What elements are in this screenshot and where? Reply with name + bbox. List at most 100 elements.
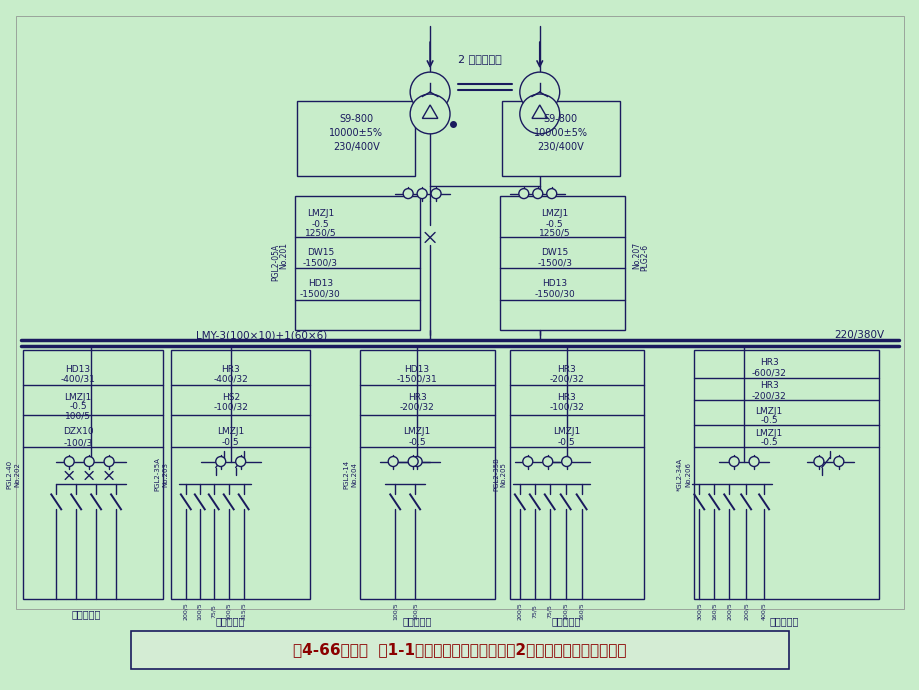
Text: 1250/5: 1250/5 — [539, 229, 570, 238]
Text: LMZJ1: LMZJ1 — [217, 427, 244, 436]
Text: No.207: No.207 — [631, 241, 641, 269]
Text: 160/5: 160/5 — [711, 602, 716, 620]
Text: -0.5: -0.5 — [545, 220, 563, 229]
Circle shape — [416, 188, 426, 199]
Text: -1500/30: -1500/30 — [534, 290, 574, 299]
Text: HR3: HR3 — [557, 393, 575, 402]
Text: 160/5: 160/5 — [578, 602, 584, 620]
Text: 低压动力线: 低压动力线 — [216, 616, 245, 626]
Text: -200/32: -200/32 — [400, 402, 434, 411]
Text: HR3: HR3 — [557, 366, 575, 375]
Text: -400/31: -400/31 — [61, 375, 96, 384]
Text: -100/32: -100/32 — [549, 402, 584, 411]
Circle shape — [64, 457, 74, 466]
Text: S9-800: S9-800 — [339, 114, 373, 124]
Text: HD13: HD13 — [404, 366, 429, 375]
Text: 10000±5%: 10000±5% — [329, 128, 383, 138]
Text: -100/3: -100/3 — [63, 438, 93, 447]
Text: 低压照明线: 低压照明线 — [72, 609, 101, 619]
Circle shape — [388, 457, 398, 466]
Text: -0.5: -0.5 — [557, 438, 575, 447]
Bar — [295, 195, 420, 330]
Text: No.204: No.204 — [351, 462, 357, 487]
Text: PGL2-14: PGL2-14 — [343, 460, 349, 489]
Bar — [509, 350, 643, 599]
Text: *GL2-34A: *GL2-34A — [676, 458, 683, 491]
Text: HR3: HR3 — [407, 393, 426, 402]
Circle shape — [412, 457, 422, 466]
Text: LMZJ1: LMZJ1 — [64, 393, 92, 402]
Text: HD13: HD13 — [308, 279, 333, 288]
Text: -100/32: -100/32 — [213, 402, 248, 411]
Text: PGL2-35A: PGL2-35A — [153, 457, 160, 491]
Circle shape — [748, 457, 758, 466]
Bar — [694, 350, 878, 599]
Text: -400/32: -400/32 — [213, 375, 248, 384]
Text: 100/5: 100/5 — [413, 602, 417, 620]
Text: -200/32: -200/32 — [549, 375, 584, 384]
Text: LMY-3(100×10)+1(60×6): LMY-3(100×10)+1(60×6) — [196, 330, 326, 340]
Text: No.205: No.205 — [500, 462, 506, 487]
Text: 低压动力线: 低压动力线 — [551, 616, 581, 626]
Circle shape — [410, 94, 449, 134]
Text: DW15: DW15 — [540, 248, 568, 257]
Circle shape — [542, 457, 552, 466]
Bar — [502, 101, 618, 176]
Text: LMZJ1: LMZJ1 — [552, 427, 580, 436]
Circle shape — [431, 188, 440, 199]
Bar — [17, 17, 902, 609]
Text: LMZJ1: LMZJ1 — [754, 407, 782, 416]
Text: 230/400V: 230/400V — [333, 142, 380, 152]
Circle shape — [215, 457, 225, 466]
Text: PLG2-6: PLG2-6 — [640, 244, 648, 271]
Text: 100/5: 100/5 — [226, 602, 231, 620]
Text: PGL2-40: PGL2-40 — [6, 460, 12, 489]
Text: 75/5: 75/5 — [211, 604, 216, 618]
Text: 10000±5%: 10000±5% — [533, 128, 587, 138]
Text: -0.5: -0.5 — [759, 438, 777, 447]
Text: PGL2-35B: PGL2-35B — [493, 457, 498, 491]
Text: HR3: HR3 — [759, 358, 777, 368]
Text: 低压动力线: 低压动力线 — [768, 616, 798, 626]
Text: 100/5: 100/5 — [65, 411, 91, 420]
Text: No.202: No.202 — [15, 462, 20, 487]
Circle shape — [519, 72, 559, 112]
Circle shape — [729, 457, 738, 466]
Text: -0.5: -0.5 — [408, 438, 425, 447]
Text: 315/5: 315/5 — [241, 602, 246, 620]
Text: S9-800: S9-800 — [543, 114, 577, 124]
Text: 230/400V: 230/400V — [537, 142, 584, 152]
Circle shape — [84, 457, 94, 466]
Text: LMZJ1: LMZJ1 — [540, 209, 568, 218]
Circle shape — [522, 457, 532, 466]
Text: 200/5: 200/5 — [726, 602, 731, 620]
Text: 200/5: 200/5 — [743, 602, 748, 620]
Text: No.206: No.206 — [685, 462, 690, 487]
Circle shape — [410, 72, 449, 112]
Text: 100/5: 100/5 — [197, 602, 202, 620]
Text: 75/5: 75/5 — [532, 604, 537, 618]
Text: LMZJ1: LMZJ1 — [403, 427, 430, 436]
Text: LMZJ1: LMZJ1 — [306, 209, 334, 218]
Text: No.203: No.203 — [162, 462, 167, 487]
Text: -0.5: -0.5 — [69, 402, 87, 411]
Text: 200/5: 200/5 — [516, 602, 522, 620]
Text: No.201: No.201 — [278, 242, 288, 269]
Circle shape — [546, 188, 556, 199]
Text: -1500/3: -1500/3 — [537, 259, 572, 268]
Text: DZX10: DZX10 — [62, 427, 94, 436]
Text: -1500/3: -1500/3 — [302, 259, 337, 268]
Text: 低压动力线: 低压动力线 — [402, 616, 431, 626]
Text: 100/5: 100/5 — [562, 602, 568, 620]
Text: 200/5: 200/5 — [183, 602, 188, 620]
Text: HD13: HD13 — [541, 279, 567, 288]
Text: 75/5: 75/5 — [547, 604, 551, 618]
Circle shape — [403, 188, 413, 199]
Text: -200/32: -200/32 — [751, 391, 786, 400]
Text: HD13: HD13 — [65, 366, 91, 375]
Text: 220/380V: 220/380V — [833, 330, 883, 340]
Text: HR3: HR3 — [759, 382, 777, 391]
Bar — [130, 631, 789, 669]
Circle shape — [532, 188, 542, 199]
Text: PGL2-05A: PGL2-05A — [271, 244, 279, 281]
